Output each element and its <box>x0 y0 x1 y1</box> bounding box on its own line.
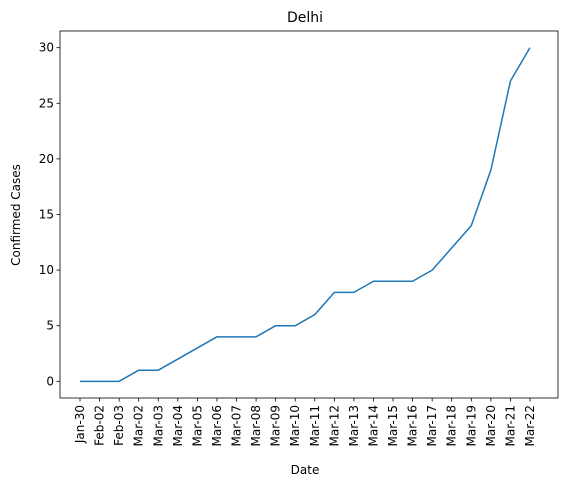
data-point <box>79 380 81 382</box>
x-tick-label: Mar-07 <box>230 405 244 446</box>
plot-frame <box>59 30 559 399</box>
y-tick-label: 10 <box>39 263 54 277</box>
data-point <box>177 358 179 360</box>
data-point <box>490 169 492 171</box>
x-axis-title: Date <box>291 463 320 477</box>
x-tick-label: Mar-21 <box>503 405 517 446</box>
x-tick-label: Jan-30 <box>73 405 87 444</box>
data-point <box>412 280 414 282</box>
x-tick-label: Mar-06 <box>210 405 224 446</box>
data-point <box>470 225 472 227</box>
data-point <box>138 369 140 371</box>
chart-title: Delhi <box>287 10 323 26</box>
data-point <box>216 336 218 338</box>
x-tick-label: Mar-17 <box>425 405 439 446</box>
data-point <box>196 347 198 349</box>
x-tick-label: Feb-02 <box>93 405 107 446</box>
y-tick-label: 30 <box>39 41 54 55</box>
x-tick-label: Mar-11 <box>308 405 322 446</box>
x-tick-label: Mar-05 <box>190 405 204 446</box>
data-point <box>392 280 394 282</box>
data-point <box>118 380 120 382</box>
data-point <box>372 280 374 282</box>
x-tick-label: Feb-03 <box>112 405 126 446</box>
y-tick-label: 0 <box>46 374 54 388</box>
x-tick-label: Mar-22 <box>523 405 537 446</box>
x-tick-label: Mar-13 <box>347 405 361 446</box>
x-tick-label: Mar-02 <box>132 405 146 446</box>
data-point <box>236 336 238 338</box>
x-tick-label: Mar-12 <box>327 405 341 446</box>
series-line <box>80 47 531 383</box>
data-point <box>99 380 101 382</box>
y-tick-label: 5 <box>46 319 54 333</box>
x-tick-label: Mar-16 <box>406 405 420 446</box>
data-point <box>431 269 433 271</box>
x-tick-label: Mar-09 <box>269 405 283 446</box>
y-tick-label: 20 <box>39 152 54 166</box>
data-point <box>529 47 531 49</box>
x-tick-label: Mar-04 <box>171 405 185 446</box>
x-tick-label: Mar-20 <box>484 405 498 446</box>
data-point <box>157 369 159 371</box>
data-point <box>294 325 296 327</box>
data-point <box>509 80 511 82</box>
x-tick-label: Mar-08 <box>249 405 263 446</box>
x-tick-label: Mar-03 <box>151 405 165 446</box>
data-point <box>451 247 453 249</box>
y-tick-label: 25 <box>39 96 54 110</box>
x-tick-label: Mar-19 <box>464 405 478 446</box>
x-tick-label: Mar-14 <box>366 405 380 446</box>
data-point <box>255 336 257 338</box>
y-axis-title: Confirmed Cases <box>9 164 23 266</box>
x-tick-label: Mar-15 <box>386 405 400 446</box>
x-tick-label: Mar-18 <box>445 405 459 446</box>
data-point <box>333 291 335 293</box>
data-point <box>353 291 355 293</box>
x-tick-label: Mar-10 <box>288 405 302 446</box>
data-point <box>275 325 277 327</box>
y-tick-label: 15 <box>39 208 54 222</box>
plot-area: 0 5 10 15 20 25 30 Jan-30 Feb-02 Feb-03 Mar-02 Mar-… <box>39 30 559 446</box>
data-point <box>314 314 316 316</box>
